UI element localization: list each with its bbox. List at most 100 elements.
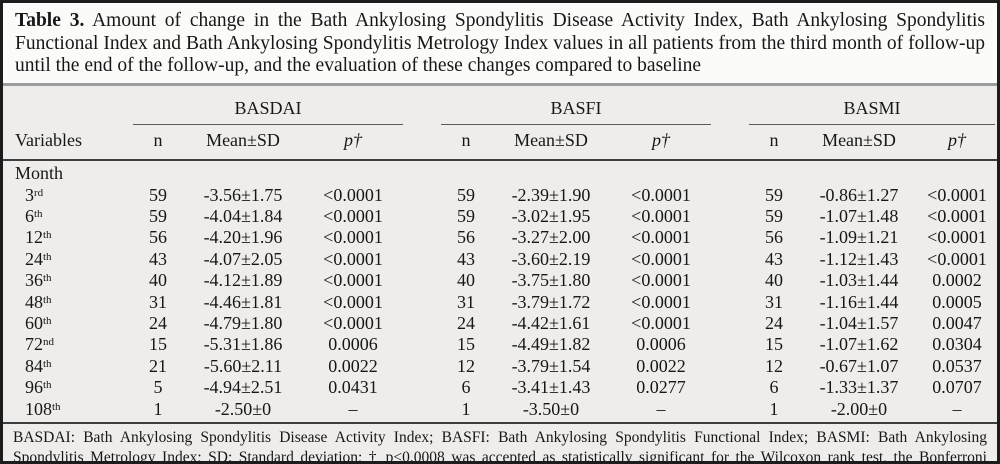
basdai-n-value: 43 xyxy=(149,248,167,269)
basmi-p-value: 0.0002 xyxy=(932,270,982,291)
basfi-p-value: <0.0001 xyxy=(631,248,691,269)
month-label: 3rd xyxy=(25,184,44,205)
basfi-mean-value: -4.42±1.61 xyxy=(511,313,591,334)
column-header-n: n xyxy=(769,130,779,150)
ordinal-suffix: th xyxy=(34,208,43,221)
basfi-n-value: 59 xyxy=(457,206,475,227)
basfi-p-value: <0.0001 xyxy=(631,270,691,291)
basfi-n-value: 40 xyxy=(457,270,475,291)
basdai-mean-value: -5.31±1.86 xyxy=(203,334,283,355)
basfi-p-value: <0.0001 xyxy=(631,206,691,227)
basmi-p-value: <0.0001 xyxy=(927,248,987,269)
basfi-mean-value: -3.75±1.80 xyxy=(511,270,591,291)
basmi-p-value: 0.0047 xyxy=(932,313,982,334)
basdai-mean-value: -5.60±2.11 xyxy=(203,355,283,376)
basfi-p-value: 0.0022 xyxy=(636,355,686,376)
basdai-p-value: <0.0001 xyxy=(323,206,383,227)
column-header-row: Variables n Mean±SD p† n Mean±SD p† n Me… xyxy=(3,125,997,157)
table-row: 72nd 15 -5.31±1.86 0.0006 15 -4.49±1.82 0.0006… xyxy=(3,334,997,355)
ordinal-suffix: th xyxy=(43,293,52,306)
group-header-basdai: BASDAI xyxy=(133,98,403,125)
basfi-p-value: <0.0001 xyxy=(631,313,691,334)
ordinal-suffix: th xyxy=(43,250,52,263)
basmi-mean-value: -1.07±1.48 xyxy=(819,206,899,227)
basmi-n-value: 40 xyxy=(765,270,783,291)
basdai-mean-value: -3.56±1.75 xyxy=(203,184,283,205)
basdai-p-value: <0.0001 xyxy=(323,184,383,205)
table-row: 36th 40 -4.12±1.89 <0.0001 40 -3.75±1.80 <0.00… xyxy=(3,270,997,291)
table-row: 6th 59 -4.04±1.84 <0.0001 59 -3.02±1.95 <0.000… xyxy=(3,206,997,227)
basmi-mean-value: -1.09±1.21 xyxy=(819,227,899,248)
table-row: 108th 1 -2.50±0 – 1 -3.50±0 – 1 -2.00±0 – xyxy=(3,398,997,419)
ordinal-suffix: th xyxy=(43,272,52,285)
basmi-mean-value: -1.03±1.44 xyxy=(819,270,899,291)
month-label: 84th xyxy=(25,355,52,376)
table-row: 48th 31 -4.46±1.81 <0.0001 31 -3.79±1.72 <0.00… xyxy=(3,291,997,312)
basmi-p-value: 0.0005 xyxy=(932,291,982,312)
table-row: 3rd 59 -3.56±1.75 <0.0001 59 -2.39±1.90 <0.000… xyxy=(3,185,997,206)
basmi-n-value: 31 xyxy=(765,291,783,312)
month-label: 6th xyxy=(25,206,43,227)
basdai-n-value: 1 xyxy=(153,398,163,419)
month-label: 48th xyxy=(25,291,52,312)
basfi-p-value: <0.0001 xyxy=(631,291,691,312)
month-label: 60th xyxy=(25,313,52,334)
basmi-p-value: 0.0537 xyxy=(932,355,982,376)
column-header-n: n xyxy=(153,130,163,150)
basdai-mean-value: -4.07±2.05 xyxy=(203,248,283,269)
month-label: 12th xyxy=(25,227,52,248)
basdai-mean-value: -4.79±1.80 xyxy=(203,313,283,334)
basmi-n-value: 59 xyxy=(765,184,783,205)
table-row: 84th 21 -5.60±2.11 0.0022 12 -3.79±1.54 0.0022… xyxy=(3,356,997,377)
basmi-mean-value: -0.86±1.27 xyxy=(819,184,899,205)
table-footnote: BASDAI: Bath Ankylosing Spondylitis Dise… xyxy=(3,421,997,461)
basmi-n-value: 6 xyxy=(769,377,779,398)
basmi-n-value: 12 xyxy=(765,355,783,376)
ordinal-suffix: rd xyxy=(34,186,44,199)
basmi-n-value: 43 xyxy=(765,248,783,269)
column-header-p: p† xyxy=(948,130,966,150)
group-header-basfi: BASFI xyxy=(441,98,711,125)
basmi-n-value: 15 xyxy=(765,334,783,355)
column-header-mean-sd: Mean±SD xyxy=(514,130,588,150)
header-rule xyxy=(3,158,997,161)
basfi-p-value: <0.0001 xyxy=(631,184,691,205)
basmi-n-value: 1 xyxy=(769,398,779,419)
basmi-p-value: <0.0001 xyxy=(927,227,987,248)
table-area: BASDAI BASFI BASMI Variables n Mean±SD p… xyxy=(3,82,997,461)
basfi-mean-value: -3.02±1.95 xyxy=(511,206,591,227)
basfi-mean-value: -3.79±1.54 xyxy=(511,355,591,376)
basdai-n-value: 40 xyxy=(149,270,167,291)
basdai-mean-value: -4.94±2.51 xyxy=(203,377,283,398)
column-header-mean-sd: Mean±SD xyxy=(822,130,896,150)
basdai-p-value: <0.0001 xyxy=(323,248,383,269)
basdai-mean-value: -2.50±0 xyxy=(214,398,272,419)
basmi-mean-value: -1.16±1.44 xyxy=(819,291,899,312)
table-number: Table 3. xyxy=(15,10,85,31)
basdai-p-value: <0.0001 xyxy=(323,270,383,291)
ordinal-suffix: th xyxy=(43,357,52,370)
month-label: 108th xyxy=(25,398,61,419)
basdai-n-value: 31 xyxy=(149,291,167,312)
basfi-mean-value: -4.49±1.82 xyxy=(511,334,591,355)
basmi-p-value: – xyxy=(952,398,962,419)
month-label: 96th xyxy=(25,377,52,398)
column-header-p: p† xyxy=(652,130,670,150)
basfi-n-value: 1 xyxy=(461,398,471,419)
basfi-mean-value: -3.60±2.19 xyxy=(511,248,591,269)
basmi-p-value: <0.0001 xyxy=(927,206,987,227)
ordinal-suffix: th xyxy=(43,315,52,328)
basmi-n-value: 24 xyxy=(765,313,783,334)
basmi-p-value: 0.0304 xyxy=(932,334,982,355)
basdai-p-value: – xyxy=(348,398,358,419)
caption-text: Amount of change in the Bath Ankylosing … xyxy=(15,10,985,76)
basmi-n-value: 59 xyxy=(765,206,783,227)
basfi-p-value: 0.0277 xyxy=(636,377,686,398)
month-label: 24th xyxy=(25,248,52,269)
basfi-p-value: <0.0001 xyxy=(631,227,691,248)
column-header-variables: Variables xyxy=(15,130,82,150)
basdai-p-value: <0.0001 xyxy=(323,313,383,334)
basdai-mean-value: -4.12±1.89 xyxy=(203,270,283,291)
column-header-p: p† xyxy=(344,130,362,150)
